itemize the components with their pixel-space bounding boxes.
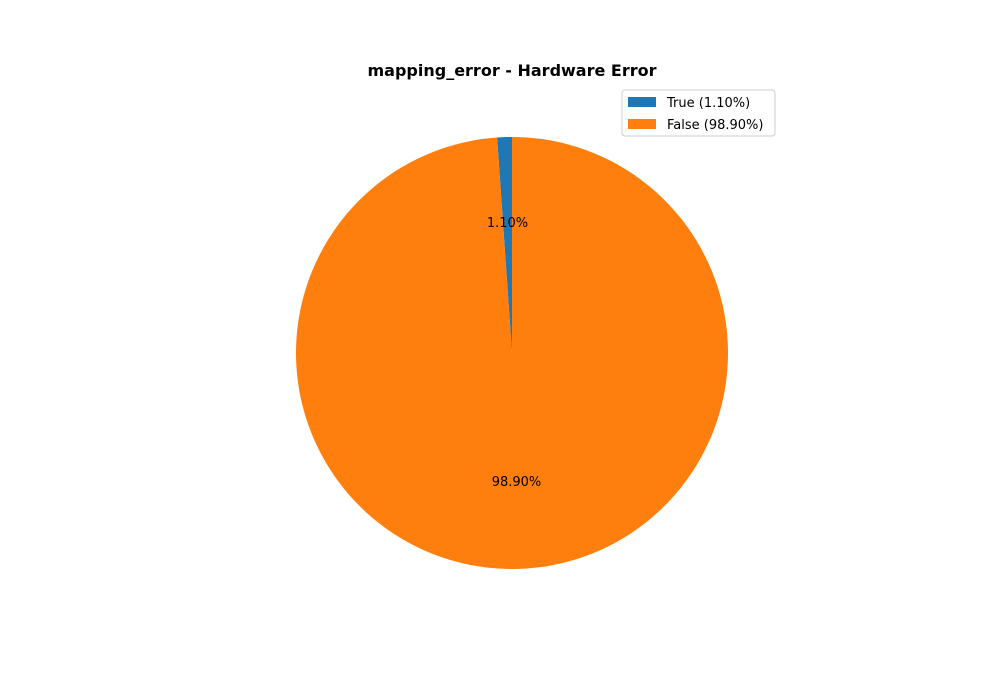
legend-swatch-false [628, 119, 656, 129]
pie-slice-true [497, 137, 512, 353]
pie-slice-false [295, 137, 728, 569]
legend-frame [621, 89, 776, 137]
legend-swatch-true [628, 97, 656, 107]
slice-label-false: 98.90% [492, 475, 542, 490]
pie-slices [295, 137, 728, 569]
legend: True (1.10%) False (98.90%) [621, 89, 776, 137]
legend-label-true: True (1.10%) [666, 96, 750, 111]
slice-label-true: 1.10% [487, 216, 528, 231]
legend-label-false: False (98.90%) [667, 118, 763, 133]
pie-labels: 1.10% 98.90% [487, 216, 541, 490]
chart-title: mapping_error - Hardware Error [367, 61, 656, 80]
